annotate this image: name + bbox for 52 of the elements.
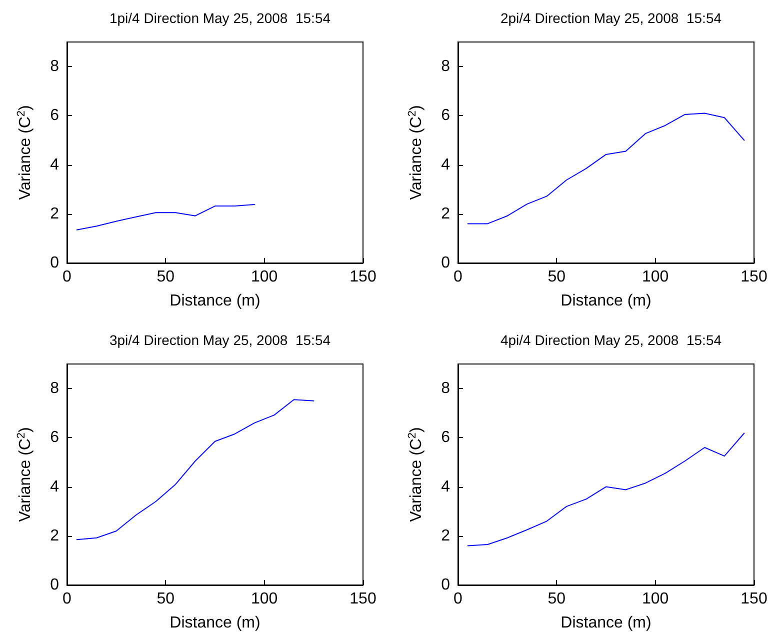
chart-title: 4pi/4 Direction May 25, 2008 15:54: [500, 332, 722, 348]
y-tick-label: 6: [441, 428, 450, 446]
x-axis-title: Distance (m): [560, 292, 652, 310]
y-axis-title: Variance (C2): [406, 426, 425, 522]
y-axis-title: Variance (C2): [406, 105, 425, 200]
y-tick-label: 4: [441, 156, 450, 174]
line-series: [467, 112, 745, 224]
y-tick-label: 6: [50, 107, 60, 124]
x-axis-title: Distance (m): [170, 292, 260, 310]
y-tick-label: 8: [441, 58, 450, 76]
y-axis-title: Variance (C2): [16, 105, 34, 200]
x-tick-label: 100: [642, 590, 669, 607]
x-tick-label: 100: [642, 268, 669, 286]
x-tick-label: 50: [156, 268, 175, 286]
y-tick-label: 6: [441, 107, 450, 124]
y-tick-label: 2: [441, 526, 450, 544]
y-tick-label: 2: [441, 205, 450, 222]
line-series: [467, 432, 745, 546]
chart-title: 3pi/4 Direction May 25, 2008 15:54: [109, 332, 331, 348]
y-tick-label: 8: [50, 380, 60, 397]
x-tick-label: 50: [548, 268, 566, 286]
x-axis-title: Distance (m): [560, 614, 652, 631]
x-tick-label: 100: [250, 268, 278, 286]
line-series: [76, 204, 255, 230]
y-tick-label: 0: [50, 576, 60, 593]
x-tick-label: 0: [454, 590, 463, 607]
y-tick-label: 2: [50, 526, 60, 544]
y-tick-label: 6: [50, 428, 60, 446]
x-tick-label: 0: [62, 590, 72, 607]
y-tick-label: 2: [50, 205, 60, 222]
x-tick-label: 150: [350, 590, 376, 607]
chart-title: 2pi/4 Direction May 25, 2008 15:54: [500, 10, 722, 26]
x-axis-title: Distance (m): [170, 614, 260, 631]
x-tick-label: 150: [740, 590, 768, 607]
x-tick-label: 150: [740, 268, 768, 286]
y-axis-title: Variance (C2): [16, 426, 34, 522]
y-tick-label: 0: [441, 254, 450, 272]
y-tick-label: 4: [50, 478, 60, 495]
y-tick-label: 0: [50, 254, 60, 272]
y-tick-label: 4: [50, 156, 60, 174]
x-tick-label: 50: [156, 590, 175, 607]
x-tick-label: 0: [62, 268, 72, 286]
x-tick-label: 100: [250, 590, 278, 607]
y-tick-label: 8: [441, 380, 450, 397]
x-tick-label: 150: [350, 268, 376, 286]
x-tick-label: 0: [454, 268, 463, 286]
chart-title: 1pi/4 Direction May 25, 2008 15:54: [109, 10, 331, 26]
line-series: [76, 398, 314, 540]
y-tick-label: 8: [50, 58, 60, 76]
y-tick-label: 0: [441, 576, 450, 593]
y-tick-label: 4: [441, 478, 450, 495]
x-tick-label: 50: [548, 590, 566, 607]
